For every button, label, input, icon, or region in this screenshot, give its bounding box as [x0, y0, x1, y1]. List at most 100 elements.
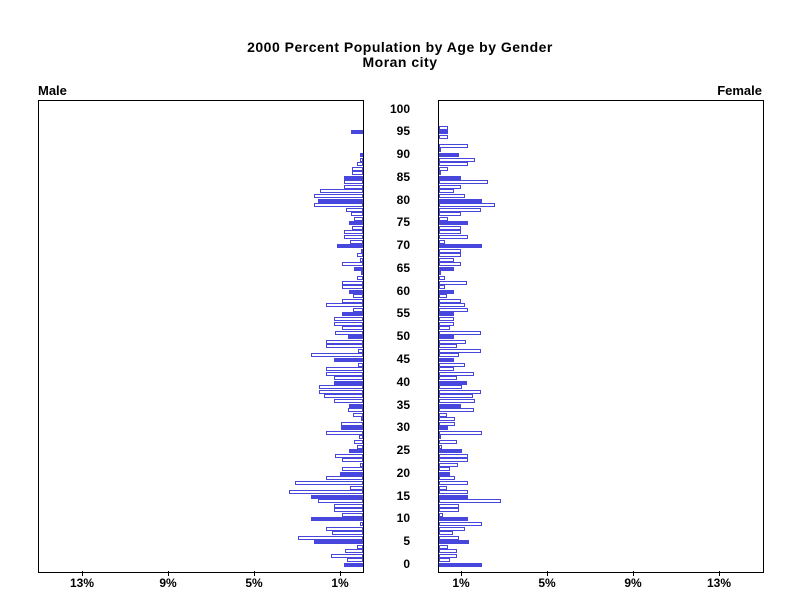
age-axis-label-70: 70	[396, 238, 410, 252]
female-bar-age-70	[439, 244, 482, 248]
male-bar-age-48	[326, 344, 363, 348]
female-bar-age-55	[439, 312, 454, 316]
female-bar-age-17	[439, 486, 447, 490]
male-axis-tick-1	[340, 571, 341, 576]
female-bar-age-45	[439, 358, 454, 362]
female-bar-age-58	[439, 299, 461, 303]
female-bar-age-81	[439, 194, 465, 198]
male-pct-label-13: 13%	[69, 576, 95, 590]
female-bar-age-89	[439, 158, 475, 162]
male-bar-age-14	[318, 499, 363, 503]
male-bar-age-38	[319, 390, 363, 394]
female-bar-age-1	[439, 558, 450, 562]
female-panel	[438, 100, 764, 573]
male-bar-age-53	[334, 322, 363, 326]
age-axis-label-15: 15	[396, 489, 410, 503]
female-bar-age-56	[439, 308, 468, 312]
male-bar-age-11	[342, 513, 363, 517]
female-axis-tick-13	[719, 571, 720, 576]
female-bar-age-2	[439, 554, 457, 558]
female-bar-age-94	[439, 135, 448, 139]
age-axis-label-5: 5	[403, 534, 410, 548]
female-bar-age-12	[439, 508, 459, 512]
male-bar-age-8	[326, 527, 363, 531]
male-bar-age-45	[334, 358, 363, 362]
male-bar-age-64	[361, 271, 363, 275]
female-bar-age-77	[439, 212, 461, 216]
female-bar-age-63	[439, 276, 445, 280]
female-bar-age-0	[439, 563, 482, 567]
female-bar-age-47	[439, 349, 481, 353]
male-bar-age-46	[311, 353, 363, 357]
male-bar-age-80	[318, 199, 363, 203]
female-bar-age-50	[439, 335, 454, 339]
female-bar-age-15	[439, 495, 468, 499]
age-axis-label-45: 45	[396, 352, 410, 366]
age-axis-label-100: 100	[389, 102, 410, 116]
male-bar-age-73	[344, 230, 363, 234]
male-bar-age-87	[352, 167, 363, 171]
male-bar-age-7	[332, 531, 363, 535]
male-bar-age-24	[335, 454, 363, 458]
female-bar-age-84	[439, 180, 488, 184]
female-bar-age-64	[439, 271, 441, 275]
male-bar-age-18	[295, 481, 363, 485]
female-bar-age-6	[439, 536, 459, 540]
male-bar-age-86	[352, 171, 363, 175]
male-bar-age-10	[311, 517, 363, 521]
female-bar-age-7	[439, 531, 453, 535]
female-bar-age-85	[439, 176, 461, 180]
female-bar-age-82	[439, 189, 454, 193]
male-bar-age-63	[357, 276, 363, 280]
female-axis-tick-1	[461, 571, 462, 576]
chart-title-line1: 2000 Percent Population by Age by Gender	[247, 39, 553, 55]
male-bar-age-67	[360, 258, 363, 262]
female-bar-age-75	[439, 221, 468, 225]
male-bar-age-28	[359, 435, 363, 439]
female-bar-age-31	[439, 422, 455, 426]
female-bar-age-87	[439, 167, 448, 171]
male-bar-age-13	[334, 504, 363, 508]
female-bar-age-13	[439, 504, 459, 508]
age-axis-label-60: 60	[396, 284, 410, 298]
female-pct-label-5: 5%	[538, 576, 556, 590]
female-bar-age-43	[439, 367, 454, 371]
male-bar-age-79	[314, 203, 363, 207]
female-bar-age-25	[439, 449, 462, 453]
male-axis-tick-9	[168, 571, 169, 576]
male-bar-age-17	[350, 486, 363, 490]
male-bar-age-52	[342, 326, 363, 330]
female-bar-age-96	[439, 126, 448, 130]
male-bar-age-83	[344, 185, 363, 189]
female-bar-age-90	[439, 153, 459, 157]
female-bar-age-95	[439, 130, 448, 134]
male-panel	[38, 100, 364, 573]
female-bar-age-54	[439, 317, 454, 321]
female-bar-age-69	[439, 249, 461, 253]
female-pct-label-1: 1%	[452, 576, 470, 590]
male-bar-age-40	[334, 381, 363, 385]
female-axis-tick-5	[547, 571, 548, 576]
male-bar-age-50	[348, 335, 363, 339]
male-bar-age-74	[352, 226, 363, 230]
chart-title-line2: Moran city	[362, 54, 438, 70]
female-bar-age-8	[439, 527, 465, 531]
female-bar-age-27	[439, 440, 457, 444]
female-bar-age-11	[439, 513, 443, 517]
female-bar-age-59	[439, 294, 447, 298]
female-bar-age-65	[439, 267, 454, 271]
male-bar-age-47	[358, 349, 363, 353]
chart-title: 2000 Percent Population by Age by Gender…	[0, 40, 800, 70]
female-bar-age-68	[439, 253, 461, 257]
male-bar-age-25	[349, 449, 363, 453]
male-bar-age-68	[357, 253, 363, 257]
female-bar-age-73	[439, 230, 461, 234]
male-bar-age-49	[326, 340, 363, 344]
female-bar-age-67	[439, 258, 454, 262]
male-bar-age-89	[360, 158, 363, 162]
male-bar-age-39	[319, 385, 363, 389]
female-bar-age-83	[439, 185, 461, 189]
female-bar-age-33	[439, 413, 447, 417]
male-bar-age-51	[335, 331, 363, 335]
male-bar-age-84	[344, 180, 363, 184]
